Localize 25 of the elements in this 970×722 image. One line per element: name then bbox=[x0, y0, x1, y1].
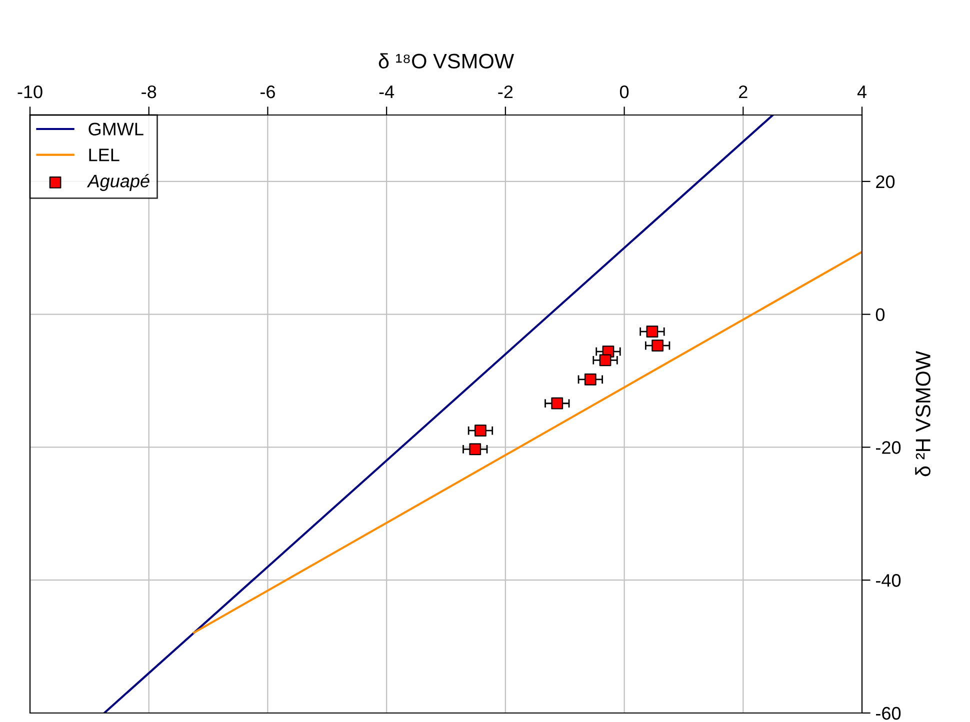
x-tick-label: -2 bbox=[498, 85, 513, 98]
y-tick-label: -60 bbox=[876, 706, 901, 720]
x-tick-label: -6 bbox=[260, 85, 275, 98]
legend-label: Aguapé bbox=[86, 174, 150, 191]
x-tick-label: 0 bbox=[620, 85, 629, 98]
point bbox=[474, 424, 486, 437]
y-tick-label: 20 bbox=[876, 175, 895, 188]
point bbox=[551, 397, 564, 410]
point bbox=[646, 326, 658, 338]
y-tick-label: -40 bbox=[876, 574, 901, 587]
legend-label: GMWL bbox=[88, 122, 144, 136]
y-tick-label: 0 bbox=[876, 308, 885, 322]
x-tick-label: -8 bbox=[142, 85, 156, 98]
x-tick-label: 4 bbox=[857, 86, 866, 98]
point bbox=[469, 443, 482, 456]
point bbox=[652, 340, 664, 352]
point bbox=[584, 374, 596, 386]
y-tick-label: -20 bbox=[876, 441, 901, 454]
x-tick-label: 2 bbox=[739, 85, 748, 98]
x-axis-title: δ ¹⁸O VSMOW bbox=[378, 53, 514, 69]
point bbox=[599, 354, 612, 366]
x-tick-label: -10 bbox=[18, 85, 42, 98]
x-tick-label: -4 bbox=[379, 86, 394, 98]
y-axis-title: δ ²H VSMOW bbox=[915, 350, 930, 476]
legend-label: LEL bbox=[89, 148, 120, 162]
